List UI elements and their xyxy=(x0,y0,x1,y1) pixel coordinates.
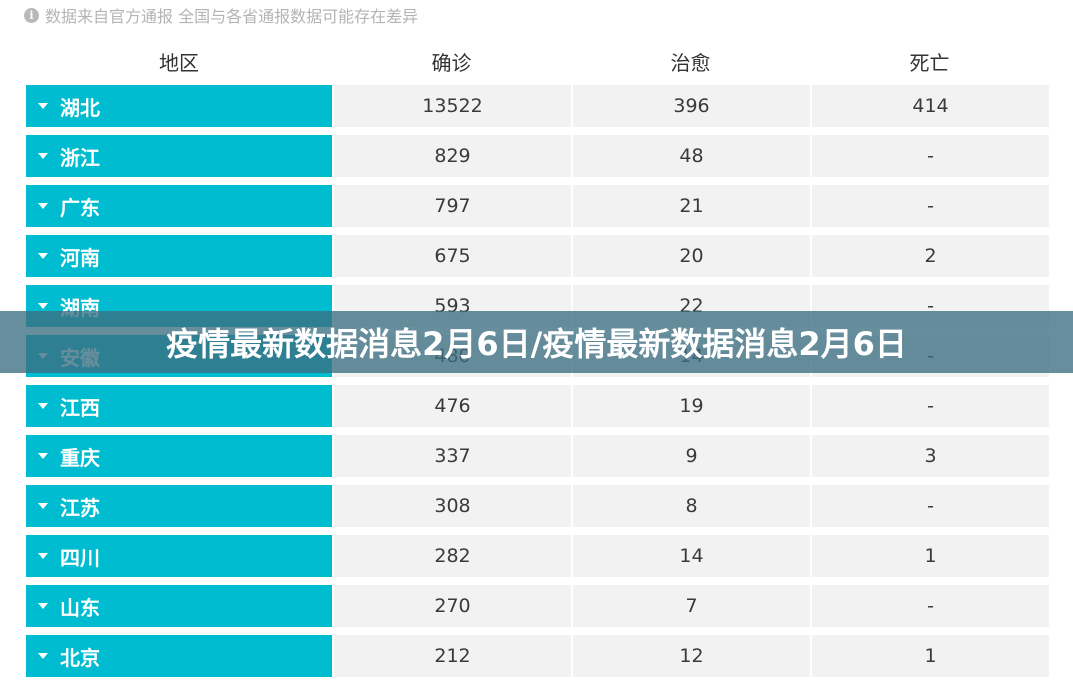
caret-down-icon xyxy=(38,403,48,409)
header-cured: 治愈 xyxy=(670,50,711,75)
region-name: 江西 xyxy=(60,395,100,420)
header-region: 地区 xyxy=(159,50,199,75)
region-toggle[interactable]: 江苏 xyxy=(26,485,332,527)
region-name: 广东 xyxy=(60,195,100,220)
region-name: 重庆 xyxy=(60,445,100,470)
dead-cell: - xyxy=(812,385,1049,427)
dead-cell: 2 xyxy=(812,235,1049,277)
region-name: 四川 xyxy=(60,545,100,570)
cured-cell: 21 xyxy=(573,185,810,227)
region-name: 北京 xyxy=(60,645,100,670)
table-row: 广东 797 21 - xyxy=(26,185,1049,227)
caret-down-icon xyxy=(38,653,48,659)
region-name: 江苏 xyxy=(60,495,100,520)
cured-cell: 12 xyxy=(573,635,810,677)
table-row: 重庆 337 9 3 xyxy=(26,435,1049,477)
table-row: 山东 270 7 - xyxy=(26,585,1049,627)
confirmed-cell: 797 xyxy=(334,185,571,227)
cured-cell: 48 xyxy=(573,135,810,177)
confirmed-cell: 476 xyxy=(334,385,571,427)
caret-down-icon xyxy=(38,553,48,559)
region-toggle[interactable]: 湖北 xyxy=(26,85,332,127)
table-header: 地区 确诊 治愈 死亡 xyxy=(26,44,1049,78)
header-dead: 死亡 xyxy=(909,50,950,75)
cured-cell: 14 xyxy=(573,535,810,577)
table-row: 江苏 308 8 - xyxy=(26,485,1049,527)
caret-down-icon xyxy=(38,603,48,609)
dead-cell: - xyxy=(812,135,1049,177)
confirmed-cell: 270 xyxy=(334,585,571,627)
region-toggle[interactable]: 浙江 xyxy=(26,135,332,177)
table-row: 浙江 829 48 - xyxy=(26,135,1049,177)
confirmed-cell: 13522 xyxy=(334,85,571,127)
confirmed-cell: 308 xyxy=(334,485,571,527)
region-toggle[interactable]: 重庆 xyxy=(26,435,332,477)
cured-cell: 20 xyxy=(573,235,810,277)
dead-cell: 3 xyxy=(812,435,1049,477)
dead-cell: 1 xyxy=(812,635,1049,677)
region-toggle[interactable]: 四川 xyxy=(26,535,332,577)
caret-down-icon xyxy=(38,503,48,509)
note-text: 数据来自官方通报 全国与各省通报数据可能存在差异 xyxy=(45,7,419,26)
confirmed-cell: 337 xyxy=(334,435,571,477)
title-banner: 疫情最新数据消息2月6日/疫情最新数据消息2月6日 xyxy=(0,311,1073,373)
table-row: 北京 212 12 1 xyxy=(26,635,1049,677)
region-name: 河南 xyxy=(60,245,100,270)
caret-down-icon xyxy=(38,203,48,209)
region-toggle[interactable]: 北京 xyxy=(26,635,332,677)
caret-down-icon xyxy=(38,103,48,109)
dead-cell: - xyxy=(812,585,1049,627)
table-row: 江西 476 19 - xyxy=(26,385,1049,427)
confirmed-cell: 282 xyxy=(334,535,571,577)
region-toggle[interactable]: 广东 xyxy=(26,185,332,227)
confirmed-cell: 212 xyxy=(334,635,571,677)
region-toggle[interactable]: 江西 xyxy=(26,385,332,427)
cured-cell: 7 xyxy=(573,585,810,627)
caret-down-icon xyxy=(38,453,48,459)
region-name: 山东 xyxy=(60,595,100,620)
cured-cell: 9 xyxy=(573,435,810,477)
region-toggle[interactable]: 河南 xyxy=(26,235,332,277)
banner-title: 疫情最新数据消息2月6日/疫情最新数据消息2月6日 xyxy=(166,325,907,363)
confirmed-cell: 675 xyxy=(334,235,571,277)
header-confirmed: 确诊 xyxy=(431,50,472,75)
region-name: 湖北 xyxy=(60,95,100,120)
cured-cell: 19 xyxy=(573,385,810,427)
dead-cell: 414 xyxy=(812,85,1049,127)
dead-cell: - xyxy=(812,485,1049,527)
table-body: 湖北 13522 396 414 浙江 829 48 - 广东 797 21 -… xyxy=(26,85,1049,684)
caret-down-icon xyxy=(38,303,48,309)
info-icon: i xyxy=(24,7,39,23)
caret-down-icon xyxy=(38,153,48,159)
confirmed-cell: 829 xyxy=(334,135,571,177)
dead-cell: - xyxy=(812,185,1049,227)
cured-cell: 8 xyxy=(573,485,810,527)
region-toggle[interactable]: 山东 xyxy=(26,585,332,627)
cured-cell: 396 xyxy=(573,85,810,127)
caret-down-icon xyxy=(38,253,48,259)
data-source-note: i 数据来自官方通报 全国与各省通报数据可能存在差异 xyxy=(24,4,418,26)
table-row: 湖北 13522 396 414 xyxy=(26,85,1049,127)
table-row: 四川 282 14 1 xyxy=(26,535,1049,577)
dead-cell: 1 xyxy=(812,535,1049,577)
table-row: 河南 675 20 2 xyxy=(26,235,1049,277)
region-name: 浙江 xyxy=(60,145,100,170)
